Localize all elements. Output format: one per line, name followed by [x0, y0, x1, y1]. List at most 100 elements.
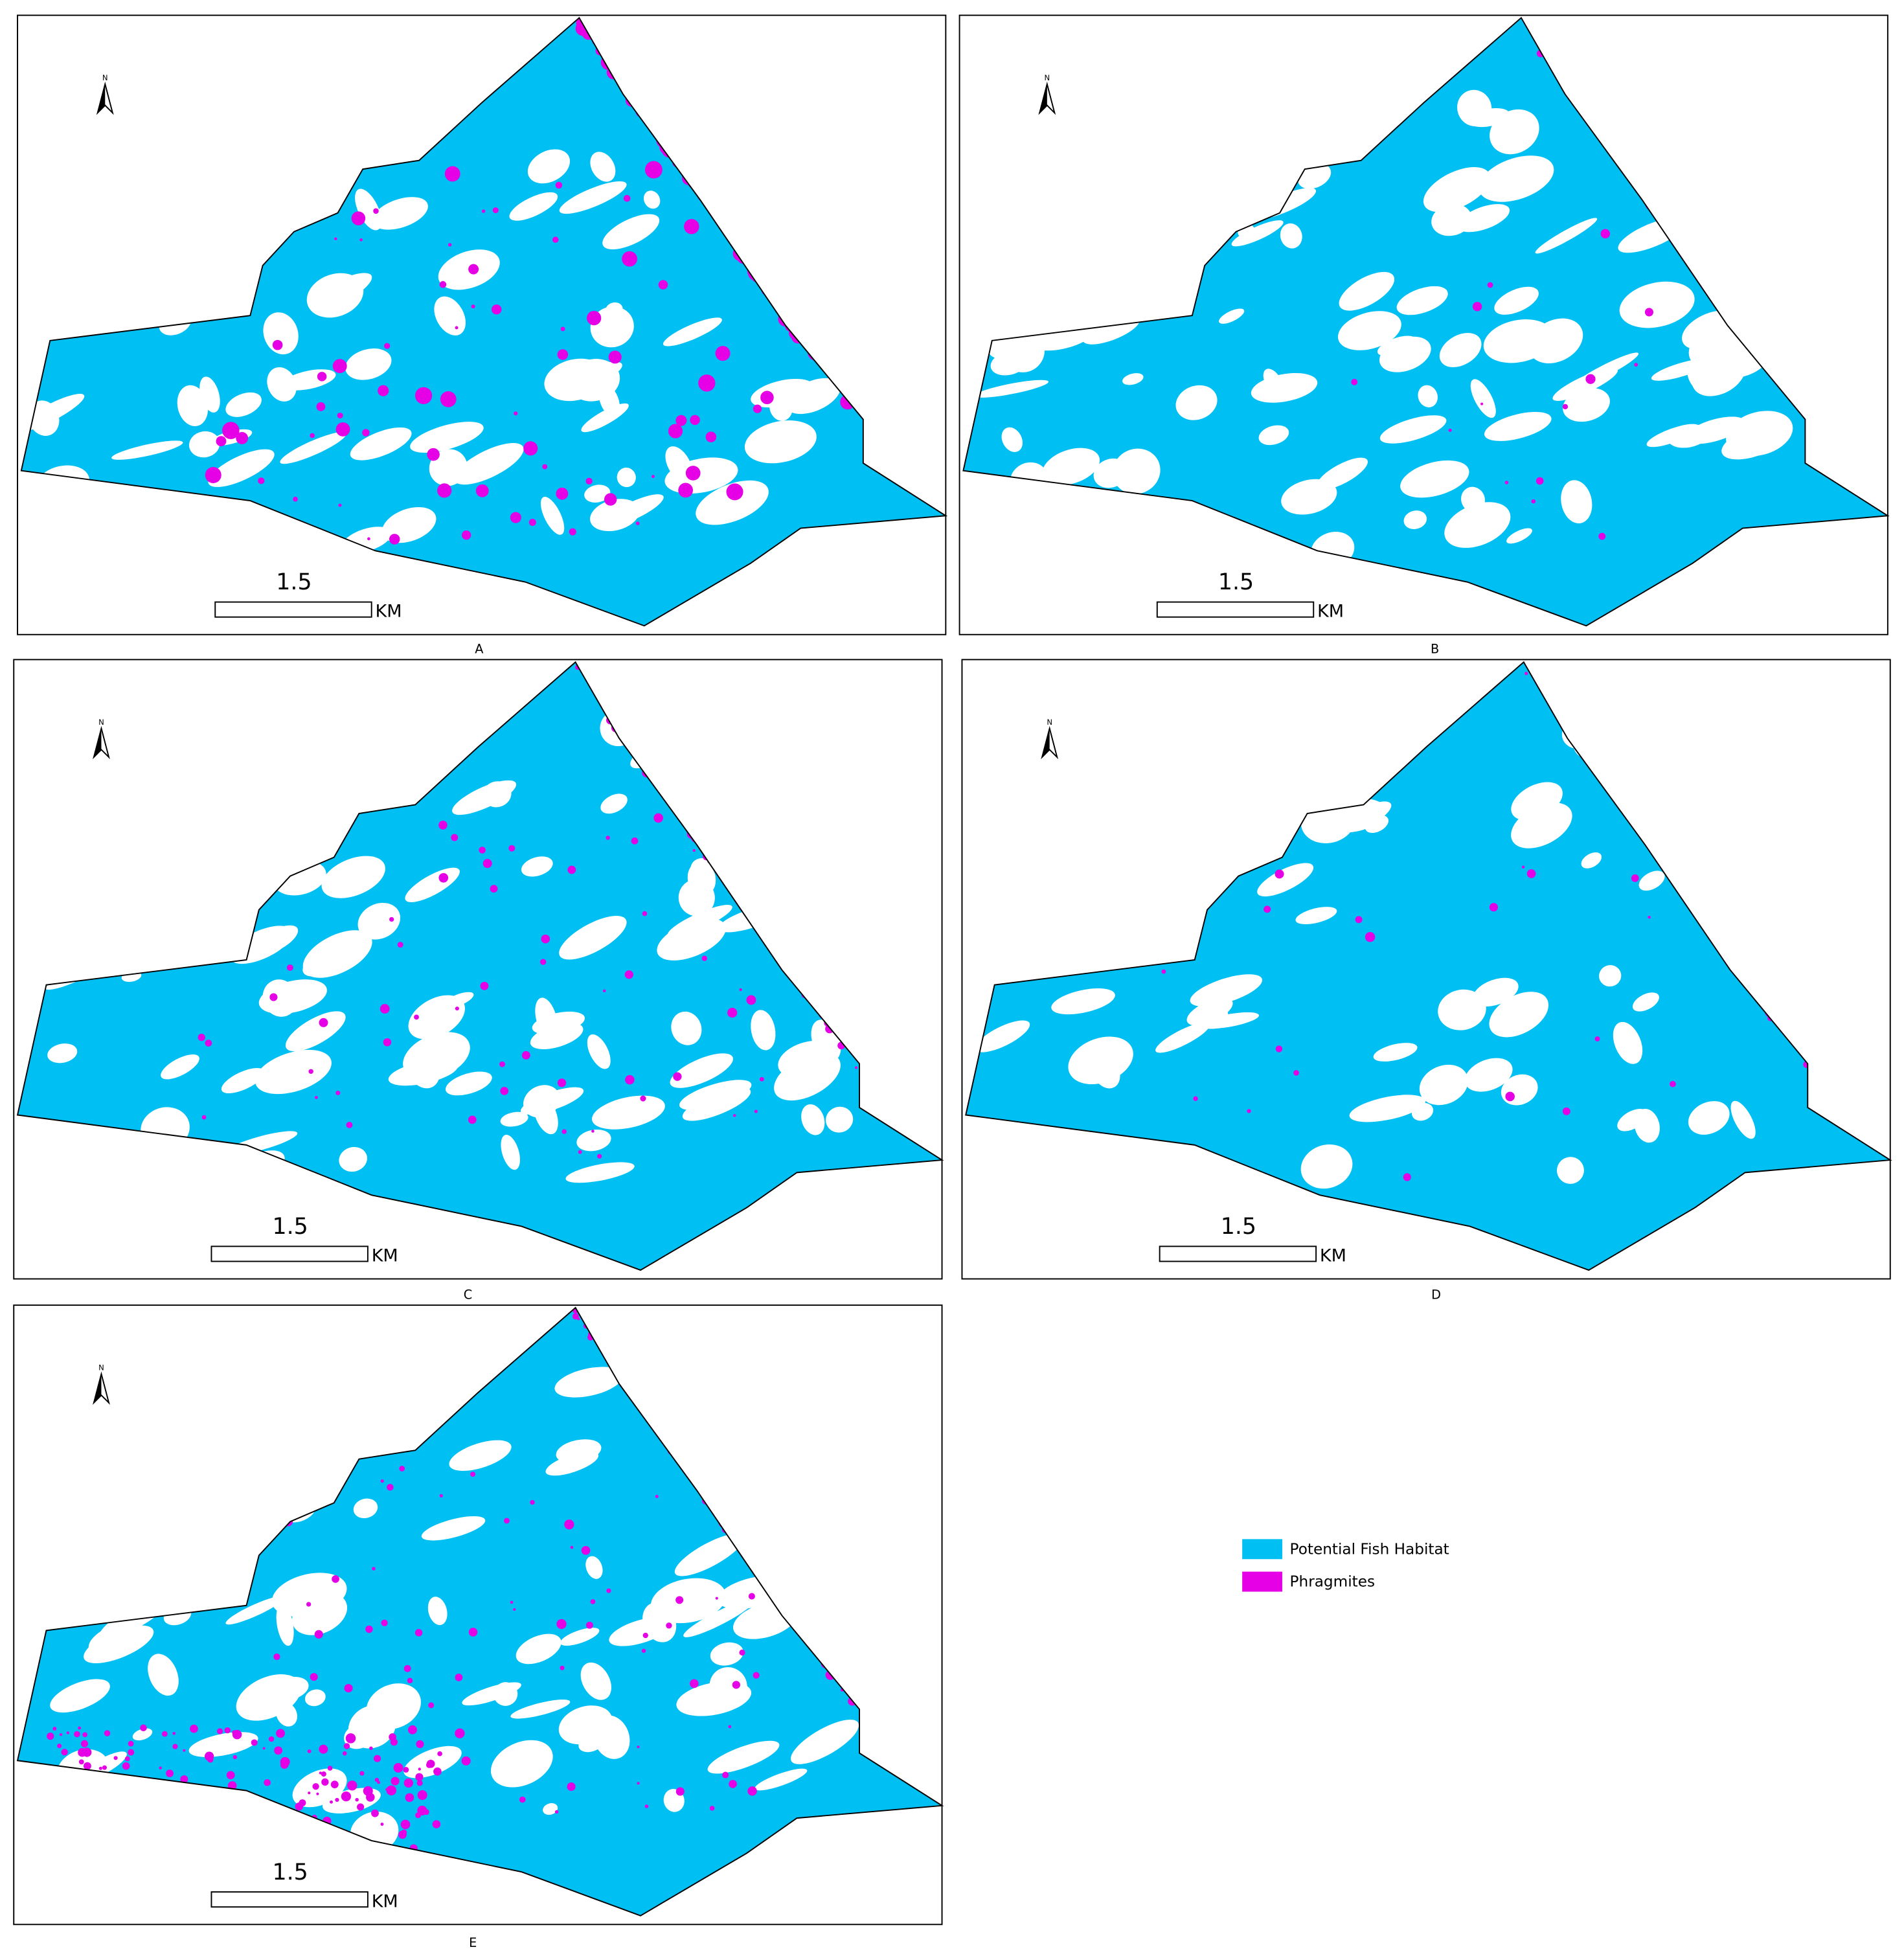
phragmites-patch: [500, 1087, 509, 1095]
phragmites-patch: [122, 1762, 130, 1770]
land-patch: [975, 1020, 1030, 1052]
phragmites-patch: [760, 391, 774, 405]
phragmites-patch: [1600, 229, 1610, 239]
phragmites-patch: [590, 1599, 596, 1604]
phragmites-patch: [293, 496, 298, 502]
phragmites-patch: [606, 836, 610, 840]
phragmites-patch: [528, 519, 536, 527]
phragmites-patch: [400, 1819, 411, 1830]
phragmites-patch: [341, 1791, 352, 1802]
land-patch: [580, 1662, 611, 1700]
phragmites-patch: [523, 441, 538, 456]
phragmites-patch: [359, 1803, 363, 1807]
phragmites-patch: [414, 1629, 423, 1637]
land-patch: [1489, 992, 1549, 1038]
land-patch: [1638, 870, 1665, 891]
panel-label: D: [1431, 1287, 1441, 1302]
phragmites-patch: [383, 1038, 392, 1047]
phragmites-patch: [371, 1809, 379, 1817]
phragmites-patch: [162, 1731, 168, 1737]
land-patch: [1483, 319, 1554, 363]
phragmites-patch: [308, 1791, 311, 1795]
land-patch: [1619, 281, 1695, 328]
habitat-fill: [966, 662, 1890, 1271]
land-patch: [590, 306, 634, 348]
land-patch: [1316, 457, 1368, 490]
phragmites-patch: [1644, 308, 1653, 317]
land-patch: [255, 1049, 332, 1095]
phragmites-patch: [468, 1115, 477, 1124]
land-patch: [1646, 424, 1699, 448]
land-patch: [707, 1740, 780, 1774]
phragmites-patch: [658, 280, 668, 290]
phragmites-patch: [201, 1115, 207, 1120]
phragmites-patch: [554, 1810, 559, 1814]
phragmites-patch: [416, 1740, 424, 1748]
phragmites-patch: [414, 387, 433, 404]
land-patch: [554, 1367, 623, 1398]
phragmites-patch: [556, 487, 569, 500]
phragmites-patch: [1365, 932, 1376, 942]
land-patch: [1688, 1101, 1730, 1135]
land-patch: [609, 1617, 672, 1646]
scale-value: 1.5: [272, 1214, 308, 1240]
land-patch: [1343, 801, 1392, 831]
phragmites-patch: [675, 1787, 685, 1796]
phragmites-patch: [692, 848, 696, 852]
land-patch: [602, 214, 660, 250]
phragmites-patch: [585, 1621, 593, 1629]
phragmites-patch: [66, 1731, 70, 1734]
phragmites-patch: [753, 1672, 760, 1679]
land-patch: [1396, 286, 1448, 315]
phragmites-patch: [739, 1649, 745, 1656]
phragmites-patch: [377, 1780, 380, 1784]
phragmites-patch: [1489, 903, 1499, 912]
land-patch: [974, 380, 1049, 398]
phragmites-patch: [272, 339, 283, 350]
land-patch: [263, 312, 299, 355]
phragmites-patch: [673, 1072, 682, 1081]
land-patch: [434, 296, 466, 335]
north-label: N: [1044, 73, 1050, 82]
phragmites-patch: [722, 1771, 729, 1779]
phragmites-patch: [232, 1755, 238, 1760]
phragmites-patch: [286, 964, 293, 971]
phragmites-patch: [470, 1472, 475, 1477]
phragmites-patch: [455, 326, 459, 330]
land-patch: [1219, 308, 1245, 324]
panel-label: A: [475, 642, 484, 657]
land-patch: [339, 1146, 368, 1172]
phragmites-patch: [280, 1757, 290, 1767]
phragmites-patch: [585, 35, 590, 40]
phragmites-patch: [455, 1674, 463, 1681]
land-patch: [1439, 333, 1482, 367]
land-patch: [188, 431, 220, 458]
phragmites-patch: [347, 1780, 357, 1791]
phragmites-patch: [317, 372, 327, 381]
phragmites-patch: [475, 484, 489, 497]
land-patch: [1379, 415, 1447, 444]
land-patch: [47, 1043, 78, 1063]
phragmites-patch: [481, 209, 486, 213]
phragmites-patch: [1472, 302, 1482, 312]
phragmites-patch: [540, 959, 547, 965]
scale-bar: [210, 1891, 368, 1908]
land-patch: [1175, 385, 1218, 420]
panel-label: C: [464, 1287, 472, 1302]
phragmites-patch: [128, 1740, 134, 1747]
phragmites-patch: [330, 1800, 334, 1804]
phragmites-patch: [623, 195, 631, 202]
phragmites-patch: [1264, 905, 1271, 913]
phragmites-patch: [140, 1724, 147, 1732]
phragmites-patch: [310, 1673, 318, 1681]
land-patch: [791, 1720, 859, 1764]
phragmites-patch: [251, 1739, 258, 1746]
phragmites-patch: [52, 1727, 57, 1731]
phragmites-patch: [374, 1777, 380, 1782]
phragmites-patch: [159, 1766, 162, 1769]
phragmites-patch: [57, 1744, 62, 1749]
land-patch: [442, 992, 474, 1009]
phragmites-patch: [351, 211, 366, 225]
